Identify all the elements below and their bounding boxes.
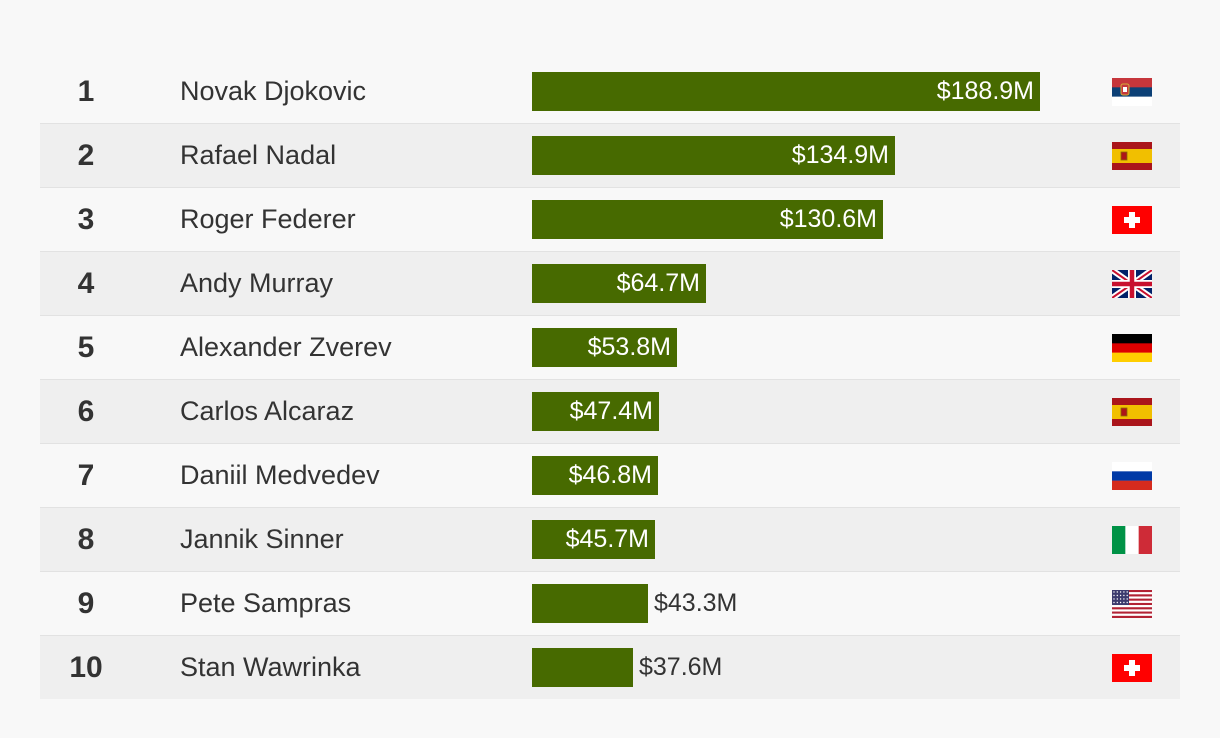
chart-row: 8 Jannik Sinner $45.7M	[40, 508, 1180, 572]
italy-flag-icon	[1112, 526, 1152, 554]
russia-flag-icon	[1112, 462, 1152, 490]
player-name-label: Jannik Sinner	[180, 524, 344, 554]
switzerland-flag-icon	[1112, 654, 1152, 682]
rank-label: 7	[77, 459, 95, 492]
prize-money-value-label: $188.9M	[936, 77, 1034, 105]
prize-money-value-label: $53.8M	[587, 333, 671, 361]
player-name-label: Pete Sampras	[180, 588, 352, 618]
germany-flag-icon	[1112, 334, 1152, 362]
player-name-label: Daniil Medvedev	[180, 460, 380, 490]
prize-money-value-label: $64.7M	[616, 269, 700, 297]
rank-label: 6	[77, 395, 95, 428]
chart-row: 6 Carlos Alcaraz $47.4M	[40, 380, 1180, 444]
uk-flag-icon	[1112, 270, 1152, 298]
prize-money-bar	[532, 200, 883, 239]
chart-row: 5 Alexander Zverev $53.8M	[40, 316, 1180, 380]
rank-label: 3	[77, 203, 95, 236]
usa-flag-icon	[1112, 590, 1152, 618]
chart-row: 4 Andy Murray $64.7M	[40, 252, 1180, 316]
prize-money-bar	[532, 584, 648, 623]
chart-row: 9 Pete Sampras $43.3M	[40, 572, 1180, 636]
prize-money-bar	[532, 72, 1040, 111]
switzerland-flag-icon	[1112, 206, 1152, 234]
prize-money-bar	[532, 648, 633, 687]
prize-money-bar	[532, 136, 895, 175]
rank-label: 9	[77, 587, 95, 620]
rank-label: 4	[77, 267, 95, 300]
player-name-label: Novak Djokovic	[180, 76, 367, 106]
player-name-label: Carlos Alcaraz	[180, 396, 355, 426]
rank-label: 8	[77, 523, 95, 556]
player-name-label: Alexander Zverev	[180, 332, 392, 362]
chart-row: 2 Rafael Nadal $134.9M	[40, 124, 1180, 188]
prize-money-bar	[532, 328, 677, 367]
player-name-label: Rafael Nadal	[180, 140, 337, 170]
prize-money-value-label: $46.8M	[568, 461, 652, 489]
chart-row: 10 Stan Wawrinka $37.6M	[40, 636, 1180, 699]
prize-money-value-label: $37.6M	[639, 653, 723, 681]
player-name-label: Stan Wawrinka	[180, 652, 361, 682]
prize-money-value-label: $45.7M	[565, 525, 649, 553]
rank-label: 10	[69, 651, 103, 684]
spain-flag-icon	[1112, 398, 1152, 426]
rank-label: 2	[77, 139, 95, 172]
prize-money-bar	[532, 520, 655, 559]
prize-money-value-label: $47.4M	[569, 397, 653, 425]
prize-money-bar	[532, 264, 706, 303]
rank-label: 5	[77, 331, 95, 364]
prize-money-value-label: $43.3M	[654, 589, 738, 617]
prize-money-bar	[532, 456, 658, 495]
spain-flag-icon	[1112, 142, 1152, 170]
prize-money-value-label: $130.6M	[779, 205, 877, 233]
chart-row: 3 Roger Federer $130.6M	[40, 188, 1180, 252]
prize-money-value-label: $134.9M	[791, 141, 889, 169]
serbia-flag-icon	[1112, 78, 1152, 106]
player-name-label: Andy Murray	[180, 268, 334, 298]
chart-row: 1 Novak Djokovic $188.9M	[40, 60, 1180, 124]
player-name-label: Roger Federer	[180, 204, 356, 234]
rank-label: 1	[77, 75, 95, 108]
chart-row: 7 Daniil Medvedev $46.8M	[40, 444, 1180, 508]
prize-money-chart: 1 Novak Djokovic $188.9M 2 Rafael Nadal $134.…	[40, 60, 1180, 699]
prize-money-bar	[532, 392, 659, 431]
